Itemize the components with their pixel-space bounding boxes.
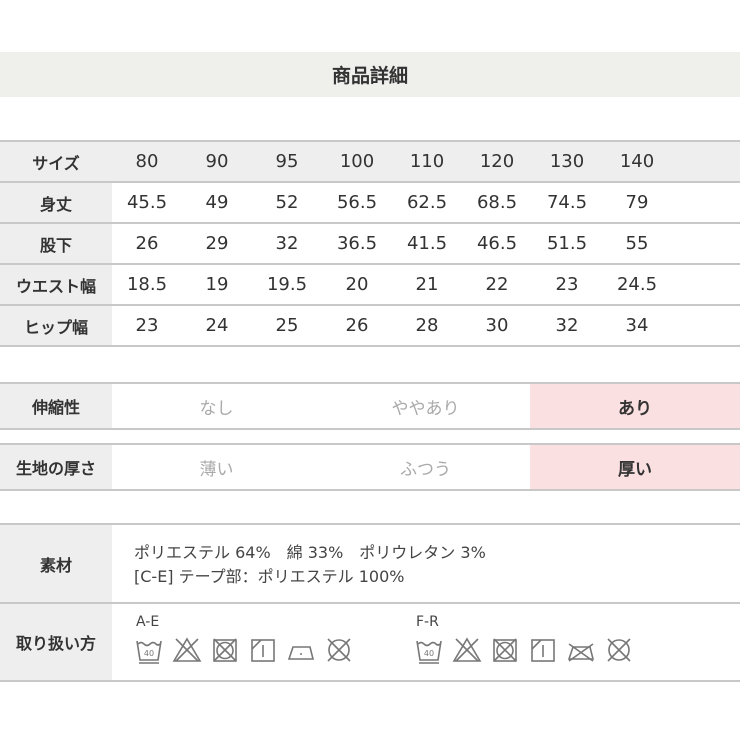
- care-icons: A-E 40 F-R 40: [112, 604, 740, 680]
- care-label: 取り扱い方: [0, 604, 112, 680]
- line-dry-icon: [531, 639, 555, 662]
- size-cell: 110: [392, 140, 462, 183]
- value-cell: 74.5: [532, 181, 602, 224]
- value-cell: 32: [252, 222, 322, 265]
- size-cell: 95: [252, 140, 322, 183]
- value-cell: 41.5: [392, 222, 462, 265]
- spacer: [672, 222, 740, 265]
- value-cell: 19: [182, 263, 252, 306]
- page-title: 商品詳細: [0, 52, 740, 97]
- care-group-a-e: A-E 40: [134, 614, 354, 664]
- value-cell: 28: [392, 304, 462, 347]
- value-cell: 25: [252, 304, 322, 347]
- line-dry-icon: [251, 639, 275, 662]
- material-text: ポリエステル 64% 綿 33% ポリウレタン 3% [C-E] テープ部：ポリ…: [112, 525, 486, 602]
- value-cell: 24: [182, 304, 252, 347]
- spacer: [672, 304, 740, 347]
- value-cell: 30: [462, 304, 532, 347]
- no-dry-clean-icon: [327, 638, 351, 662]
- thickness-row: 生地の厚さ 薄い ふつう 厚い: [0, 443, 740, 491]
- value-cell: 34: [602, 304, 672, 347]
- value-cell: 18.5: [112, 263, 182, 306]
- wash-40-icon: 40: [136, 640, 162, 664]
- value-cell: 46.5: [462, 222, 532, 265]
- spacer: [672, 181, 740, 224]
- material-table: 素材 ポリエステル 64% 綿 33% ポリウレタン 3% [C-E] テープ部…: [0, 523, 740, 682]
- size-row: ウエスト幅 18.5 19 19.5 20 21 22 23 24.5: [0, 263, 740, 306]
- size-row: ヒップ幅 23 24 25 26 28 30 32 34: [0, 304, 740, 347]
- care-group-f-r: F-R 40: [414, 614, 634, 664]
- size-cell: 140: [602, 140, 672, 183]
- size-header-row: サイズ 80 90 95 100 110 120 130 140: [0, 140, 740, 183]
- size-cell: 130: [532, 140, 602, 183]
- value-cell: 23: [112, 304, 182, 347]
- value-cell: 23: [532, 263, 602, 306]
- value-cell: 45.5: [112, 181, 182, 224]
- value-cell: 20: [322, 263, 392, 306]
- no-bleach-icon: [452, 637, 482, 662]
- iron-low-icon: [287, 646, 315, 660]
- value-cell: 19.5: [252, 263, 322, 306]
- value-cell: 79: [602, 181, 672, 224]
- care-group-name: A-E: [136, 614, 160, 630]
- row-label: 股下: [0, 222, 112, 265]
- stretch-row: 伸縮性 なし ややあり あり: [0, 382, 740, 430]
- value-cell: 55: [602, 222, 672, 265]
- value-cell: 62.5: [392, 181, 462, 224]
- no-iron-icon: [567, 643, 595, 662]
- svg-text:40: 40: [424, 649, 434, 658]
- row-label: ウエスト幅: [0, 263, 112, 306]
- value-cell: 24.5: [602, 263, 672, 306]
- size-cell: 80: [112, 140, 182, 183]
- size-cell: 120: [462, 140, 532, 183]
- thickness-label: 生地の厚さ: [0, 445, 112, 489]
- value-cell: 22: [462, 263, 532, 306]
- value-cell: 52: [252, 181, 322, 224]
- value-cell: 21: [392, 263, 462, 306]
- no-dry-clean-icon: [607, 638, 631, 662]
- thickness-option-thick: 厚い: [530, 445, 740, 489]
- value-cell: 26: [112, 222, 182, 265]
- value-cell: 49: [182, 181, 252, 224]
- stretch-option-yes: あり: [530, 384, 740, 428]
- wash-40-icon: 40: [416, 640, 442, 664]
- row-label: 身丈: [0, 181, 112, 224]
- row-label: ヒップ幅: [0, 304, 112, 347]
- size-table: サイズ 80 90 95 100 110 120 130 140 身丈 45.5 4…: [0, 140, 740, 347]
- care-group-name: F-R: [416, 614, 439, 630]
- stretch-option-none: なし: [199, 398, 234, 419]
- spacer: [672, 140, 740, 183]
- value-cell: 32: [532, 304, 602, 347]
- no-tumble-dry-icon: [213, 638, 237, 662]
- value-cell: 29: [182, 222, 252, 265]
- size-cell: 90: [182, 140, 252, 183]
- thickness-option-thin: 薄い: [199, 459, 234, 480]
- value-cell: 68.5: [462, 181, 532, 224]
- value-cell: 56.5: [322, 181, 392, 224]
- value-cell: 36.5: [322, 222, 392, 265]
- size-row: 身丈 45.5 49 52 56.5 62.5 68.5 74.5 79: [0, 181, 740, 224]
- size-header-label: サイズ: [0, 140, 112, 183]
- material-line: ポリエステル 64% 綿 33% ポリウレタン 3%: [134, 543, 486, 562]
- size-cell: 100: [322, 140, 392, 183]
- value-cell: 26: [322, 304, 392, 347]
- thickness-option-normal: ふつう: [400, 459, 451, 480]
- material-label: 素材: [0, 525, 112, 602]
- svg-text:40: 40: [144, 649, 154, 658]
- value-cell: 51.5: [532, 222, 602, 265]
- material-line: [C-E] テープ部：ポリエステル 100%: [134, 567, 405, 586]
- stretch-label: 伸縮性: [0, 384, 112, 428]
- no-tumble-dry-icon: [493, 638, 517, 662]
- size-row: 股下 26 29 32 36.5 41.5 46.5 51.5 55: [0, 222, 740, 265]
- spacer: [672, 263, 740, 306]
- stretch-option-some: ややあり: [391, 398, 460, 419]
- no-bleach-icon: [172, 637, 202, 662]
